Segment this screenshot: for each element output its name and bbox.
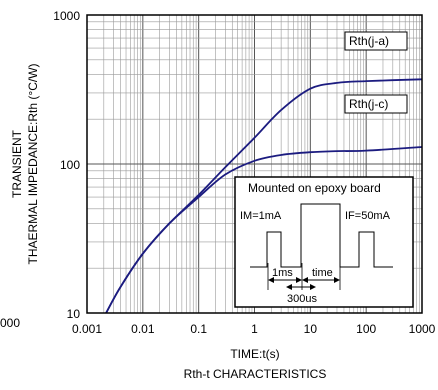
- x-tick-label: 0.01: [131, 322, 155, 336]
- legend-rth-ja: Rth(j-a): [344, 31, 408, 51]
- inset-frame: [234, 176, 414, 308]
- inset-arrowhead: [268, 277, 274, 283]
- legend-rth-ja-box: [344, 31, 408, 51]
- plot-frame: [86, 14, 423, 314]
- x-tick-label: 0.1: [190, 322, 207, 336]
- x-tick-label: 100: [356, 322, 376, 336]
- inset-im-label: IM=1mA: [240, 210, 282, 222]
- inset-arrowhead: [286, 284, 292, 290]
- inset-arrowhead: [296, 277, 302, 283]
- inset-arrowhead: [334, 277, 340, 283]
- y-tick-label: 100: [60, 158, 80, 172]
- inset-box: Mounted on epoxy board IM=1mA IF=50mA 1m…: [234, 176, 414, 308]
- left-cut-tick-label: 000: [0, 316, 20, 330]
- y-tick-label: 10: [67, 307, 81, 321]
- x-tick-label: 1000: [409, 322, 436, 336]
- legend-rth-jc-label: Rth(j-c): [349, 97, 388, 111]
- x-axis-label: TIME:t(s): [230, 347, 279, 361]
- x-tick-label: 1: [251, 322, 258, 336]
- inset-if-label: IF=50mA: [345, 210, 391, 222]
- y-axis-label-line1: TRANSIENT: [10, 129, 24, 198]
- inset-pulse-waveform: [250, 203, 393, 268]
- legend-rth-jc: Rth(j-c): [344, 94, 408, 114]
- inset-300us-label: 300us: [287, 293, 317, 305]
- inset-arrowhead: [310, 284, 316, 290]
- chart-title: Rth-t CHARACTERISTICS: [184, 367, 327, 381]
- series-group: [105, 78, 423, 314]
- tick-labels-group: 0.001 0.01 0.1 1 10 100 1000 10 100 1000: [53, 9, 435, 336]
- series-rth-jc-line: [105, 146, 423, 314]
- x-tick-label: 0.001: [72, 322, 102, 336]
- legend-rth-ja-label: Rth(j-a): [349, 34, 389, 48]
- inset-1ms-label: 1ms: [272, 267, 293, 279]
- inset-time-label: time: [312, 267, 333, 279]
- y-axis-label-line2: THAERMAL IMPEDANCE:Rth (°C/W): [26, 63, 40, 264]
- inset-title: Mounted on epoxy board: [248, 181, 381, 195]
- inset-arrowhead: [302, 277, 308, 283]
- x-tick-label: 10: [304, 322, 318, 336]
- legend-rth-jc-box: [344, 94, 408, 114]
- y-tick-label: 1000: [53, 9, 80, 23]
